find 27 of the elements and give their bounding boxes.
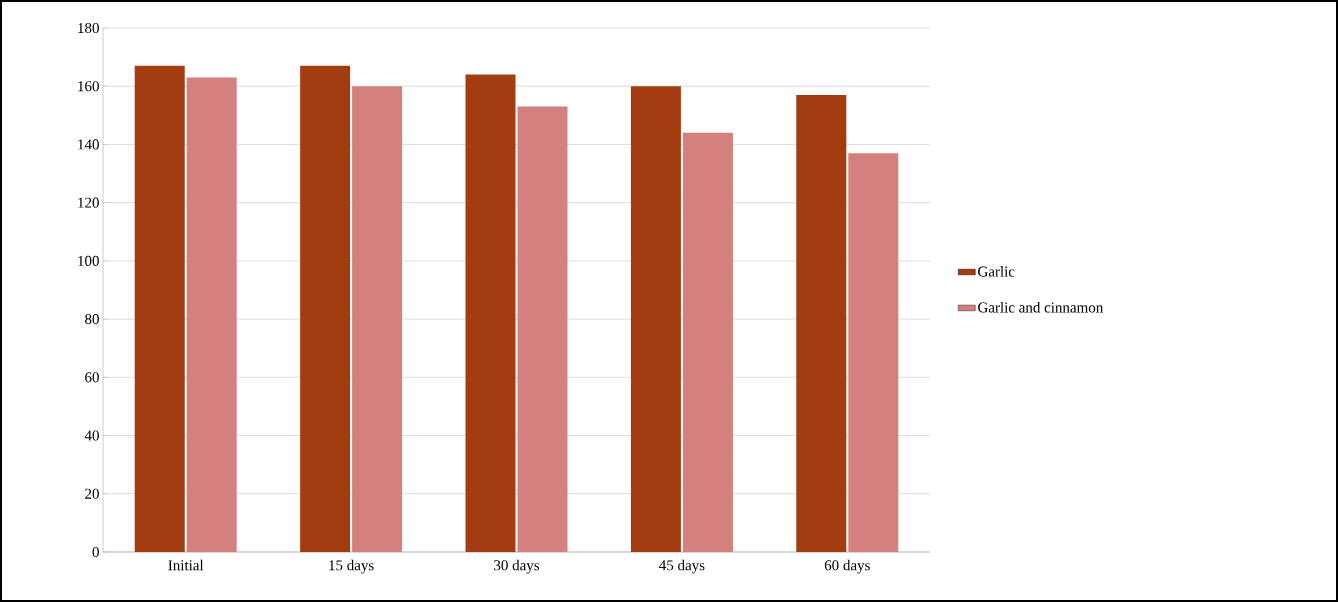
bar	[465, 74, 516, 552]
x-tick-label: 15 days	[329, 559, 374, 574]
y-tick-label: 140	[78, 139, 99, 150]
y-tick-label: 80	[85, 314, 99, 325]
bar	[682, 132, 733, 552]
x-tick-label: Initial	[168, 559, 204, 571]
bar	[848, 153, 899, 552]
x-tick-label: 30 days	[494, 559, 540, 574]
y-tick-label: 160	[78, 81, 99, 92]
x-tick-label: 45 days	[659, 559, 705, 574]
legend-label: Garlic	[978, 266, 1015, 277]
legend-label: Garlic and cinnamon	[978, 302, 1104, 313]
bar	[352, 86, 403, 552]
bar	[300, 65, 351, 552]
bar	[186, 77, 237, 552]
bar	[134, 65, 185, 552]
y-tick-label: 120	[78, 197, 99, 208]
y-tick-label: 40	[84, 430, 99, 441]
bar	[630, 86, 681, 552]
y-tick-label: 60	[85, 372, 99, 383]
y-tick-label: 0	[92, 546, 99, 558]
x-tick-label: 60 days	[824, 559, 870, 574]
y-tick-label: 20	[85, 488, 99, 499]
bar	[517, 106, 568, 552]
y-tick-label: 180	[78, 22, 99, 34]
y-tick-label: 100	[78, 255, 99, 266]
bar	[796, 94, 847, 552]
